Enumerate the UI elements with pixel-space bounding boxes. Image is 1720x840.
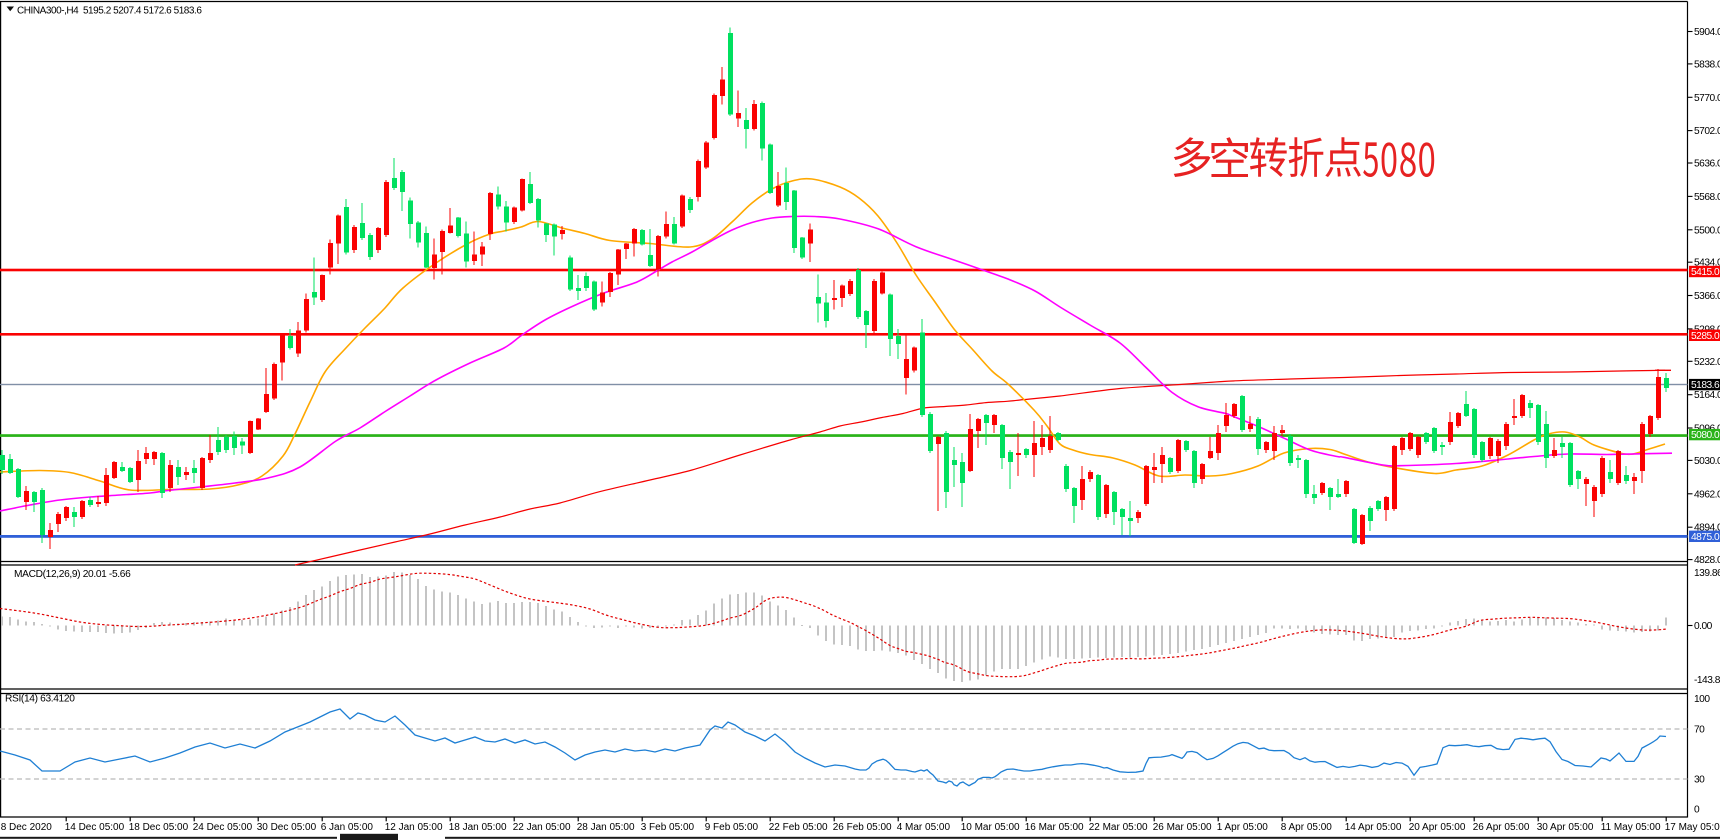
svg-text:5030.0: 5030.0 <box>1694 456 1720 467</box>
svg-text:22 Jan 05:00: 22 Jan 05:00 <box>513 822 571 833</box>
svg-text:5183.6: 5183.6 <box>1691 380 1720 391</box>
svg-text:22 Mar 05:00: 22 Mar 05:00 <box>1089 822 1148 833</box>
svg-text:5434.0: 5434.0 <box>1694 258 1720 269</box>
svg-text:22 Feb 05:00: 22 Feb 05:00 <box>769 822 828 833</box>
svg-text:5770.0: 5770.0 <box>1694 93 1720 104</box>
svg-text:5080.0: 5080.0 <box>1691 430 1720 441</box>
svg-text:26 Feb 05:00: 26 Feb 05:00 <box>833 822 892 833</box>
svg-text:5636.0: 5636.0 <box>1694 159 1720 170</box>
svg-text:RSI(14) 63.4120: RSI(14) 63.4120 <box>5 694 75 705</box>
svg-text:30: 30 <box>1694 775 1705 786</box>
svg-text:4828.0: 4828.0 <box>1694 555 1720 566</box>
svg-text:26 Mar 05:00: 26 Mar 05:00 <box>1153 822 1212 833</box>
svg-text:5702.0: 5702.0 <box>1694 126 1720 137</box>
svg-text:30 Apr 05:00: 30 Apr 05:00 <box>1537 822 1594 833</box>
svg-text:9 Feb 05:00: 9 Feb 05:00 <box>705 822 759 833</box>
svg-text:20 Apr 05:00: 20 Apr 05:00 <box>1409 822 1466 833</box>
svg-text:5164.0: 5164.0 <box>1694 390 1720 401</box>
svg-text:-143.82: -143.82 <box>1694 675 1720 686</box>
svg-text:5838.0: 5838.0 <box>1694 59 1720 70</box>
svg-text:8 Apr 05:00: 8 Apr 05:00 <box>1281 822 1333 833</box>
svg-text:18 Dec 05:00: 18 Dec 05:00 <box>129 822 189 833</box>
svg-text:5415.0: 5415.0 <box>1691 267 1720 278</box>
svg-text:5904.0: 5904.0 <box>1694 27 1720 38</box>
svg-text:MACD(12,26,9) 20.01 -5.66: MACD(12,26,9) 20.01 -5.66 <box>14 569 131 580</box>
svg-text:24 Dec 05:00: 24 Dec 05:00 <box>193 822 253 833</box>
svg-text:10 Mar 05:00: 10 Mar 05:00 <box>961 822 1020 833</box>
svg-text:5366.0: 5366.0 <box>1694 291 1720 302</box>
svg-text:26 Apr 05:00: 26 Apr 05:00 <box>1473 822 1530 833</box>
svg-text:5285.0: 5285.0 <box>1691 331 1720 342</box>
svg-text:14 Dec 05:00: 14 Dec 05:00 <box>65 822 125 833</box>
svg-text:30 Dec 05:00: 30 Dec 05:00 <box>257 822 317 833</box>
svg-text:5500.0: 5500.0 <box>1694 225 1720 236</box>
svg-text:0.00: 0.00 <box>1694 621 1713 632</box>
svg-text:14 Apr 05:00: 14 Apr 05:00 <box>1345 822 1402 833</box>
svg-text:11 May 05:00: 11 May 05:00 <box>1601 822 1661 833</box>
svg-text:CHINA300-,H4 5195.2 5207.4 51: CHINA300-,H4 5195.2 5207.4 5172.6 5183.6 <box>17 6 202 17</box>
svg-text:3 Feb 05:00: 3 Feb 05:00 <box>641 822 695 833</box>
svg-text:139.86: 139.86 <box>1694 568 1720 579</box>
svg-text:18 Jan 05:00: 18 Jan 05:00 <box>449 822 507 833</box>
svg-text:100: 100 <box>1694 694 1710 705</box>
svg-text:8 Dec 2020: 8 Dec 2020 <box>1 822 53 833</box>
svg-text:4894.0: 4894.0 <box>1694 523 1720 534</box>
svg-text:4962.0: 4962.0 <box>1694 489 1720 500</box>
svg-text:70: 70 <box>1694 725 1705 736</box>
svg-text:4 Mar 05:00: 4 Mar 05:00 <box>897 822 951 833</box>
svg-text:16 Mar 05:00: 16 Mar 05:00 <box>1025 822 1084 833</box>
svg-text:6 Jan 05:00: 6 Jan 05:00 <box>321 822 374 833</box>
svg-text:5232.0: 5232.0 <box>1694 357 1720 368</box>
svg-text:5568.0: 5568.0 <box>1694 192 1720 203</box>
svg-text:0: 0 <box>1694 804 1700 815</box>
svg-text:1 Apr 05:00: 1 Apr 05:00 <box>1217 822 1269 833</box>
svg-text:12 Jan 05:00: 12 Jan 05:00 <box>385 822 443 833</box>
svg-text:4875.0: 4875.0 <box>1691 532 1720 543</box>
svg-text:17 May 05:0: 17 May 05:0 <box>1665 822 1720 833</box>
svg-text:28 Jan 05:00: 28 Jan 05:00 <box>577 822 635 833</box>
